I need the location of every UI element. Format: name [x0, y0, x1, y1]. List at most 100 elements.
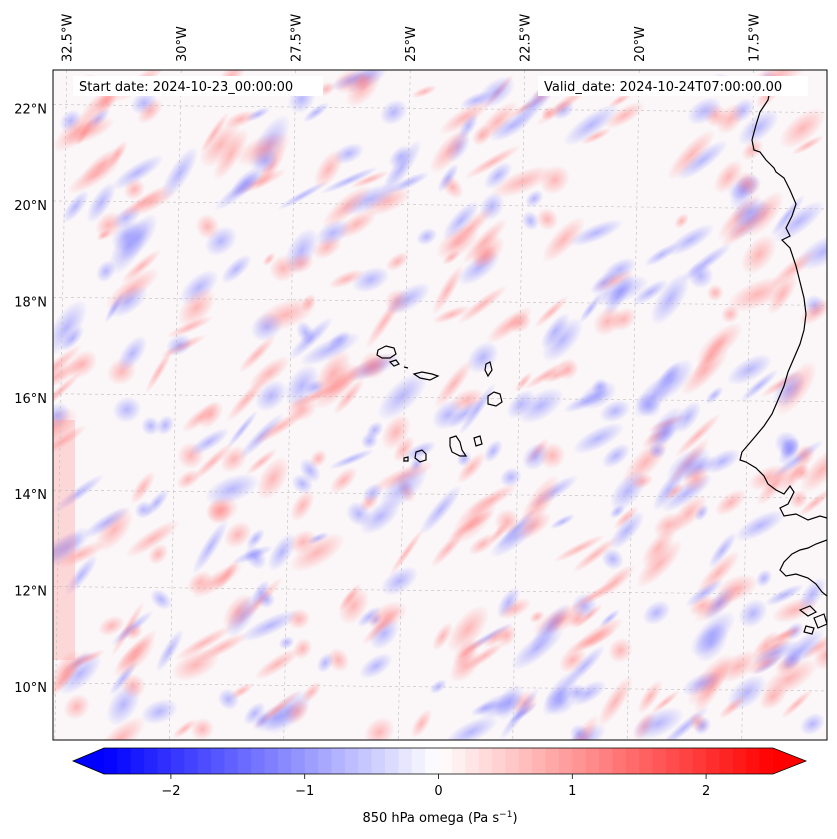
omega-anomaly — [222, 593, 254, 631]
omega-anomaly — [327, 330, 351, 350]
omega-anomaly — [768, 626, 803, 644]
fogo-island — [414, 449, 427, 463]
omega-anomaly — [204, 473, 260, 506]
omega-anomaly — [642, 600, 671, 626]
omega-anomaly — [486, 306, 534, 344]
omega-anomaly — [726, 353, 773, 386]
omega-anomaly — [116, 629, 158, 672]
omega-anomaly — [791, 135, 825, 155]
omega-anomaly — [499, 467, 522, 488]
colorbar-segment — [478, 748, 493, 774]
omega-anomaly — [674, 213, 690, 229]
omega-anomaly — [772, 200, 826, 243]
omega-anomaly — [778, 437, 800, 466]
colorbar-segment — [358, 748, 373, 774]
colorbar-segment — [157, 748, 172, 774]
omega-anomaly — [521, 210, 540, 231]
omega-anomaly — [744, 190, 785, 238]
omega-anomaly — [144, 488, 170, 517]
colorbar-segment — [465, 748, 480, 774]
omega-anomaly — [245, 448, 278, 475]
omega-anomaly — [682, 464, 710, 493]
omega-anomaly — [155, 629, 184, 672]
omega-anomaly — [610, 307, 637, 332]
valid-date-box: Valid_date: 2024-10-24T07:00:00.00 — [538, 76, 808, 96]
omega-anomaly — [290, 489, 315, 522]
omega-anomaly — [572, 422, 625, 455]
colorbar-extend-high — [773, 748, 806, 774]
omega-anomaly — [813, 640, 827, 671]
omega-anomaly — [188, 428, 230, 456]
colorbar-segment — [398, 748, 413, 774]
map-panel — [52, 69, 828, 741]
colorbar-label-exponent: −1 — [499, 810, 512, 820]
omega-anomaly — [419, 484, 462, 536]
colorbar-segment — [665, 748, 680, 774]
omega-anomaly — [338, 586, 370, 626]
omega-anomaly — [451, 494, 498, 544]
omega-anomaly — [442, 200, 480, 241]
omega-anomaly — [755, 463, 794, 507]
colorbar-tick-label: −2 — [161, 784, 180, 799]
omega-anomaly — [165, 334, 193, 356]
omega-anomaly — [439, 99, 491, 135]
colorbar-segment — [117, 748, 132, 774]
colorbar-segment — [599, 748, 613, 774]
omega-anomaly — [345, 501, 372, 527]
colorbar-tick-label: 1 — [568, 784, 576, 799]
colorbar-segment — [184, 748, 199, 774]
colorbar-segment — [639, 748, 654, 774]
omega-anomaly — [141, 416, 161, 436]
omega-anomaly — [541, 216, 586, 263]
omega-anomaly — [799, 712, 826, 736]
omega-anomaly — [254, 712, 271, 729]
omega-anomaly — [779, 107, 827, 150]
omega-anomaly — [601, 548, 624, 571]
omega-anomaly — [734, 509, 786, 542]
omega-anomaly — [688, 594, 717, 617]
omega-anomaly — [86, 181, 117, 224]
omega-anomaly — [251, 408, 309, 446]
gridlines — [53, 70, 827, 740]
omega-anomaly — [292, 637, 313, 660]
omega-anomaly — [609, 504, 626, 519]
omega-anomaly — [686, 96, 722, 126]
omega-anomaly — [117, 184, 171, 219]
omega-anomaly — [797, 488, 827, 517]
omega-anomaly — [411, 85, 438, 99]
omega-anomaly — [53, 649, 81, 693]
colorbar-segment — [505, 748, 520, 774]
start-date-text: Start date: 2024-10-23_00:00:00 — [79, 80, 293, 95]
colorbar-label: 850 hPa omega (Pa s−1) — [362, 810, 517, 826]
omega-anomaly — [223, 521, 252, 549]
omega-anomaly — [536, 207, 559, 231]
omega-anomaly — [117, 335, 148, 372]
start-date-box: Start date: 2024-10-23_00:00:00 — [73, 76, 323, 96]
omega-anomaly — [195, 213, 220, 240]
omega-anomaly — [172, 718, 197, 739]
latitude-label: 18°N — [14, 295, 47, 310]
omega-anomaly — [111, 154, 165, 191]
latitude-labels: 22°N 20°N 18°N 16°N 14°N 12°N 10°N — [14, 103, 47, 696]
west-africa-coastline — [739, 89, 827, 521]
bijagos-islands — [798, 605, 827, 635]
sal-island — [484, 361, 493, 378]
omega-anomaly — [764, 584, 804, 607]
omega-anomaly — [53, 424, 88, 457]
valid-date-background — [538, 76, 808, 96]
omega-anomaly — [53, 526, 91, 569]
omega-anomaly — [630, 473, 654, 490]
omega-anomaly — [147, 543, 169, 565]
omega-anomaly — [137, 98, 164, 125]
omega-anomaly — [714, 488, 747, 517]
omega-anomaly — [410, 708, 433, 739]
omega-anomaly — [569, 680, 607, 707]
colorbar-segment — [492, 748, 506, 774]
omega-anomaly — [60, 326, 85, 352]
maio-island — [473, 435, 483, 447]
omega-anomaly — [156, 415, 175, 436]
omega-anomaly — [459, 91, 493, 110]
omega-anomaly — [607, 637, 634, 664]
colorbar-segment — [545, 748, 560, 774]
omega-anomaly — [770, 249, 817, 289]
